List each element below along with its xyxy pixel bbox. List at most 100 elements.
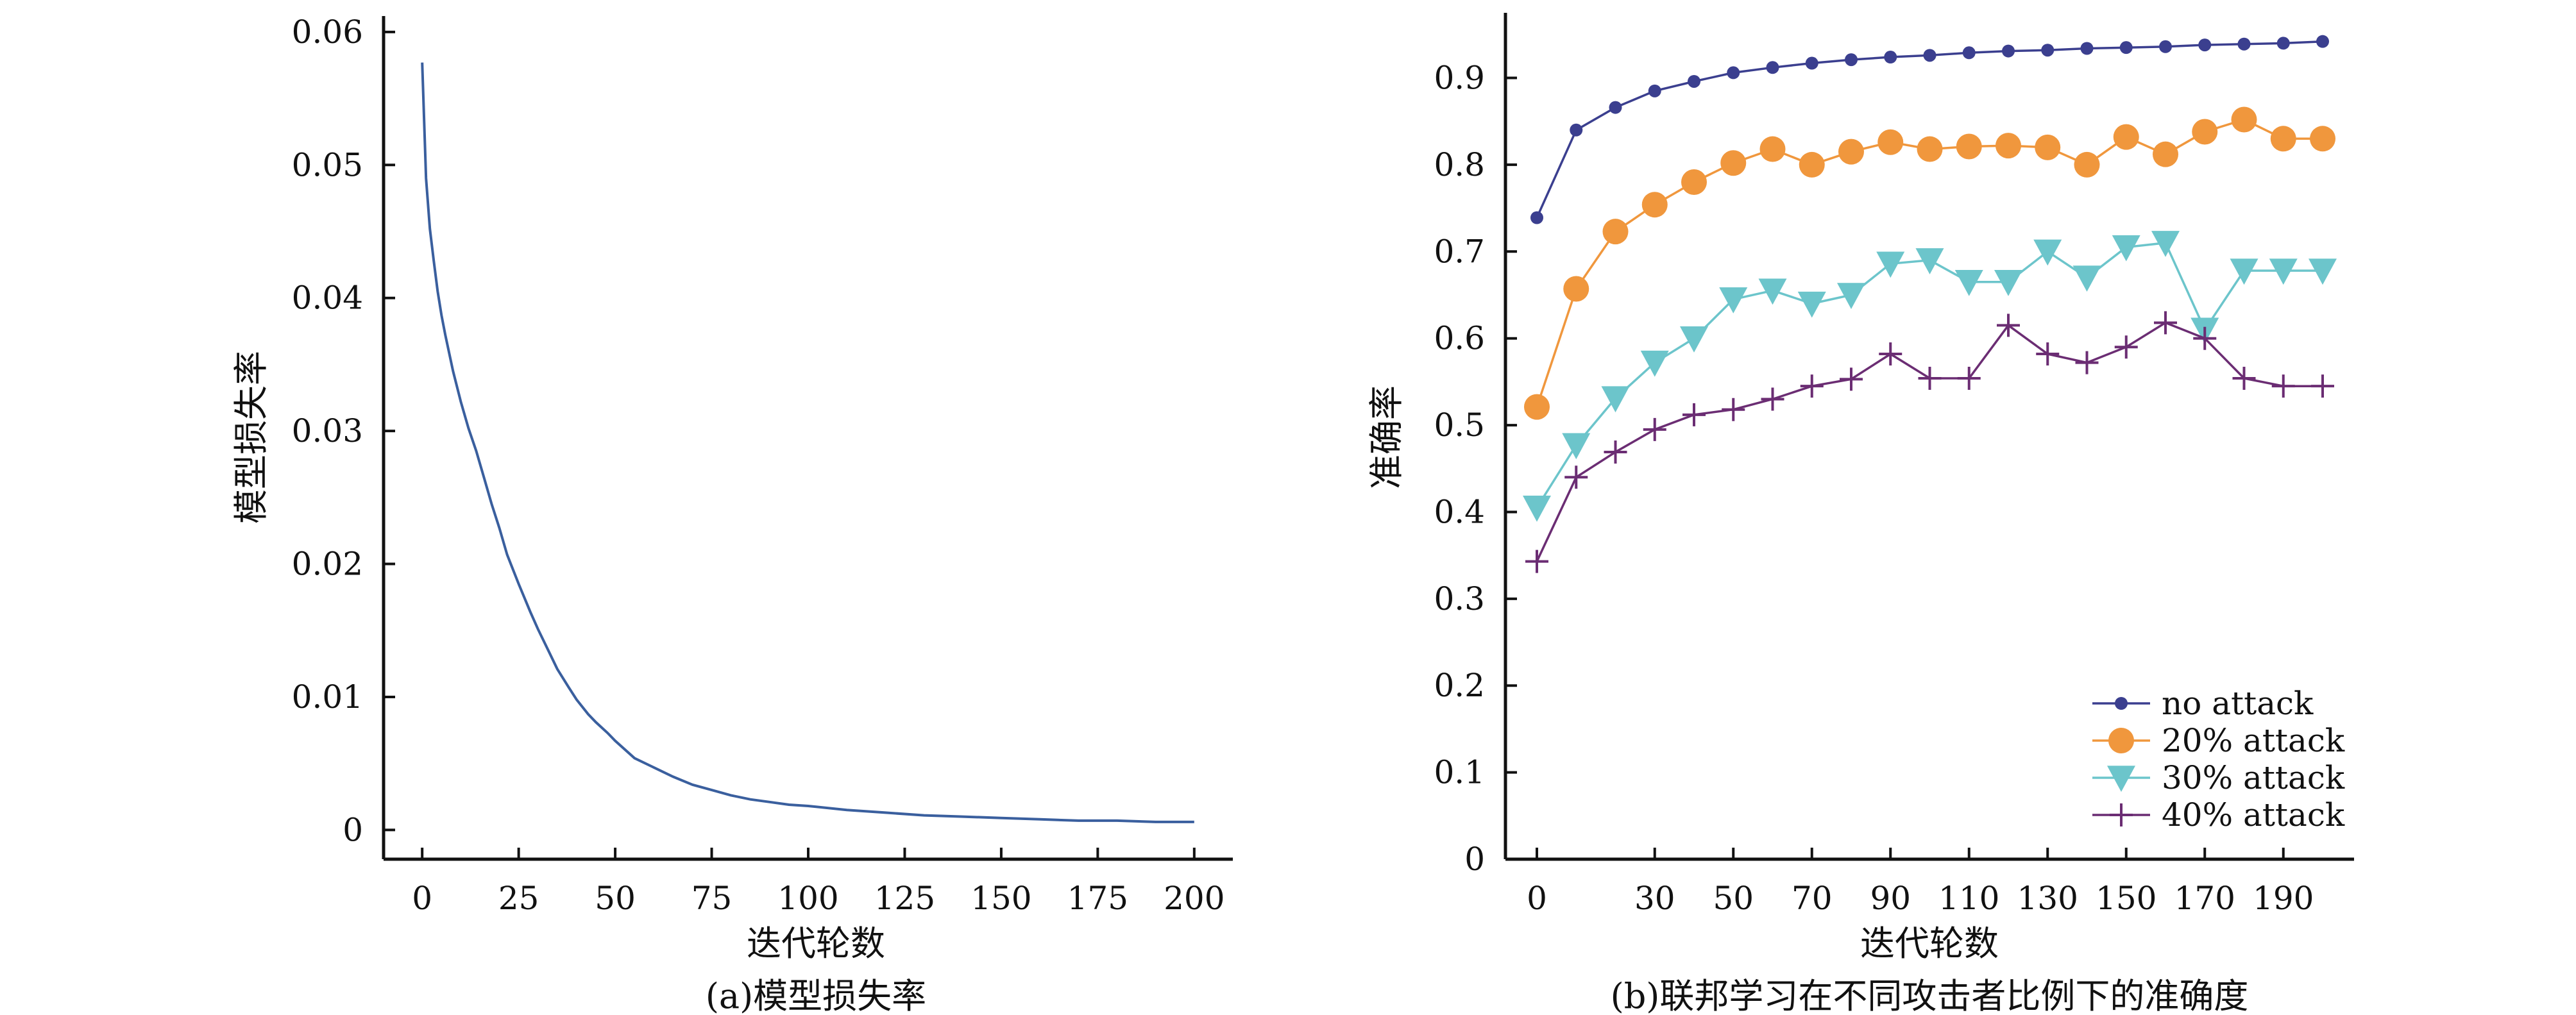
data-point — [2113, 124, 2139, 150]
loss-ticks: 0 25 50 75 100 125 150 175 200 0 0.01 0.02 0.03 0.04 0… — [292, 13, 1225, 917]
data-point — [1609, 101, 1622, 114]
accuracy-x-tick-label: 70 — [1792, 880, 1833, 917]
accuracy-y-tick-label: 0.3 — [1434, 580, 1485, 617]
data-point — [2232, 366, 2256, 390]
data-point — [1800, 374, 1824, 398]
data-point — [2316, 35, 2329, 48]
data-point — [2033, 239, 2062, 266]
loss-x-tick-label: 175 — [1067, 880, 1128, 917]
legend-label: 20% attack — [2162, 722, 2345, 759]
loss-y-tick-label: 0.03 — [292, 412, 363, 449]
data-point — [1563, 276, 1589, 302]
data-point — [2036, 342, 2060, 366]
accuracy-x-tick-label: 110 — [1938, 880, 1999, 917]
loss-x-tick-label: 25 — [498, 880, 539, 917]
accuracy-x-tick-label: 90 — [1870, 880, 1911, 917]
data-point — [1805, 56, 1818, 70]
accuracy-y-tick-label: 0.9 — [1434, 60, 1485, 97]
data-point — [1994, 269, 2022, 296]
data-point — [1530, 211, 1543, 224]
loss-x-tick-label: 100 — [777, 880, 838, 917]
data-point — [2002, 44, 2015, 58]
data-point — [1727, 66, 1740, 80]
legend-marker — [2107, 766, 2135, 792]
data-point — [1562, 433, 1591, 460]
accuracy-y-tick-label: 0.6 — [1434, 320, 1485, 357]
data-point — [2159, 40, 2172, 53]
data-point — [2311, 374, 2334, 398]
data-point — [2309, 258, 2337, 285]
data-point — [1523, 495, 1551, 522]
data-point — [1918, 366, 1942, 390]
loss-x-tick-label: 0 — [412, 880, 432, 917]
loss-y-axis-title: 模型损失率 — [231, 351, 271, 524]
loss-x-tick-label: 150 — [970, 880, 1031, 917]
data-point — [2119, 41, 2133, 55]
loss-y-tick-label: 0.02 — [292, 546, 363, 583]
loss-caption: (a)模型损失率 — [706, 976, 926, 1015]
series-30-attack — [1523, 231, 2337, 522]
accuracy-caption: (b)联邦学习在不同攻击者比例下的准确度 — [1611, 976, 2249, 1015]
data-point — [1643, 417, 1666, 441]
data-point — [1837, 283, 1865, 309]
loss-y-tick-label: 0 — [343, 811, 363, 848]
accuracy-x-tick-label: 150 — [2096, 880, 2157, 917]
loss-y-tick-label: 0.05 — [292, 146, 363, 183]
data-point — [1954, 269, 1983, 296]
data-point — [1761, 387, 1784, 411]
accuracy-x-axis-title: 迭代轮数 — [1860, 923, 1999, 964]
accuracy-y-tick-label: 0.1 — [1434, 754, 1485, 791]
data-point — [2074, 151, 2100, 178]
accuracy-ticks: 0 30 50 70 90 110 130 150 170 190 0 0.1 0.2 0.3 0.4 0.5… — [1434, 60, 2314, 917]
data-point — [1876, 251, 1905, 278]
data-point — [1759, 136, 1786, 162]
series-20-attack — [1524, 106, 2335, 420]
data-point — [2114, 335, 2138, 359]
data-point — [1956, 133, 1982, 160]
data-point — [2198, 38, 2212, 52]
series-no-attack — [1530, 35, 2329, 224]
loss-y-tick-label: 0.01 — [292, 678, 363, 716]
data-point — [1640, 350, 1669, 377]
data-point — [1996, 133, 2021, 159]
accuracy-y-axis-title: 准确率 — [1366, 385, 1407, 489]
data-point — [1564, 466, 1588, 489]
data-point — [2075, 351, 2099, 374]
legend-marker — [2110, 803, 2133, 826]
loss-x-tick-label: 200 — [1164, 880, 1224, 917]
data-point — [1797, 291, 1826, 318]
data-point — [1681, 169, 1707, 195]
data-point — [2080, 42, 2094, 55]
data-point — [2230, 258, 2258, 285]
accuracy-x-tick-label: 170 — [2174, 880, 2235, 917]
data-point — [1719, 287, 1748, 314]
legend-label: no attack — [2162, 685, 2314, 722]
data-point — [1962, 46, 1976, 60]
data-point — [1641, 192, 1668, 218]
accuracy-y-tick-label: 0.5 — [1434, 407, 1485, 444]
data-point — [2271, 374, 2295, 398]
data-point — [1682, 403, 1706, 426]
data-point — [2310, 126, 2335, 152]
data-point — [1766, 61, 1779, 74]
data-point — [2276, 37, 2290, 50]
accuracy-y-tick-label: 0.4 — [1434, 493, 1485, 530]
data-point — [1917, 136, 1943, 162]
legend-label: 40% attack — [2162, 796, 2345, 834]
data-point — [2237, 37, 2251, 51]
accuracy-series — [1523, 35, 2337, 573]
data-point — [1884, 51, 1897, 64]
accuracy-chart: 0 30 50 70 90 110 130 150 170 190 0 0.1 0.2 0.3 0.4 0.5… — [1366, 13, 2354, 1015]
legend-label: 30% attack — [2162, 759, 2345, 796]
loss-x-axis-title: 迭代轮数 — [747, 923, 885, 964]
accuracy-x-tick-label: 50 — [1713, 880, 1754, 917]
data-point — [1758, 278, 1787, 305]
data-point — [1957, 366, 1981, 390]
accuracy-y-tick-label: 0.7 — [1434, 233, 1485, 270]
legend-marker — [2115, 697, 2128, 710]
data-point — [1570, 123, 1583, 137]
data-point — [2270, 126, 2296, 152]
legend-marker — [2108, 728, 2134, 753]
data-point — [2192, 119, 2218, 145]
